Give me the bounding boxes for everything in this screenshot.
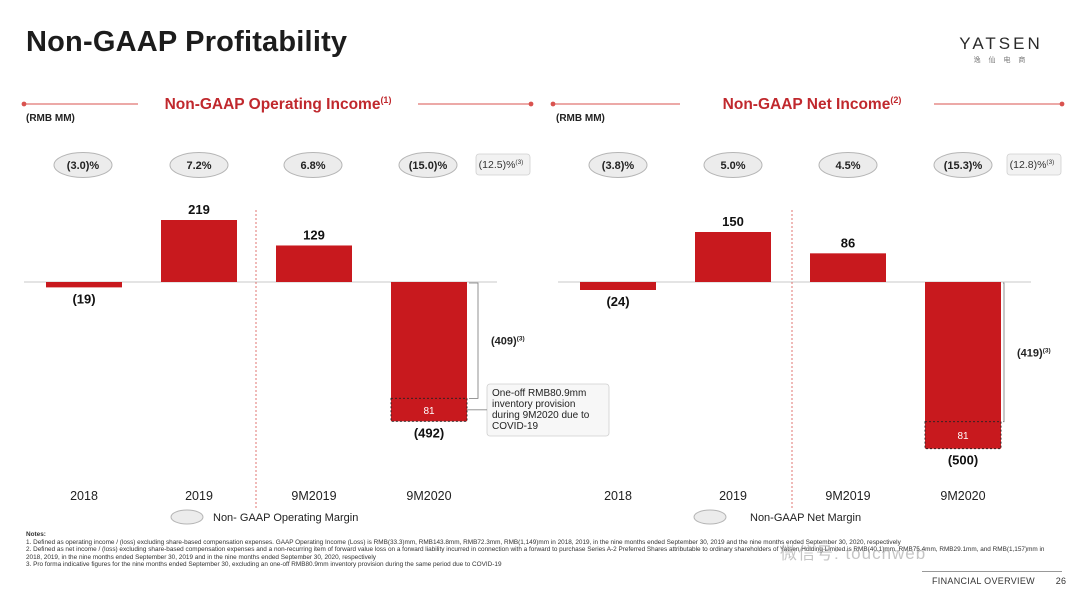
margin-label-2019: 5.0% bbox=[720, 160, 745, 172]
margin-label-9M2019: 4.5% bbox=[835, 160, 860, 172]
value-label-9M2020: (500) bbox=[948, 453, 978, 468]
value-label-2019: 219 bbox=[188, 202, 210, 217]
provision-segment-label: 81 bbox=[423, 406, 435, 417]
pro-forma-margin-net: (12.8)%(3) bbox=[1010, 159, 1055, 171]
pro-forma-bracket-op bbox=[469, 282, 479, 399]
value-label-2019: 150 bbox=[722, 214, 744, 229]
margin-pill bbox=[933, 152, 993, 178]
margin-pill bbox=[588, 152, 648, 178]
margin-label-9M2019: 6.8% bbox=[300, 160, 325, 172]
bar-op-2018 bbox=[46, 282, 122, 288]
unit-label-net: (RMB MM) bbox=[556, 113, 605, 124]
header-rule-dot bbox=[528, 101, 534, 107]
value-label-2018: (19) bbox=[72, 291, 95, 306]
legend-label-net: Non-GAAP Net Margin bbox=[750, 512, 861, 524]
bar-op-9M2019 bbox=[276, 245, 352, 282]
callout-line: One-off RMB80.9mm bbox=[492, 388, 586, 399]
bar-op-9M2020 bbox=[391, 282, 467, 422]
pro-forma-margin-box bbox=[1006, 153, 1062, 176]
value-label-9M2019: 86 bbox=[841, 235, 855, 250]
category-label-2018: 2018 bbox=[70, 489, 98, 503]
header-rule-dot bbox=[1059, 101, 1065, 107]
profitability-charts: Non-GAAP Operating Income(1) (RMB MM) (3.0… bbox=[21, 95, 1065, 525]
value-label-9M2020: (492) bbox=[414, 425, 444, 440]
margin-pill bbox=[818, 152, 878, 178]
margin-pill bbox=[703, 152, 763, 178]
logo-wordmark: YATSEN bbox=[959, 34, 1043, 53]
page-title: Non-GAAP Profitability bbox=[26, 26, 348, 58]
bar-net-9M2019 bbox=[810, 253, 886, 282]
margin-label-2018: (3.0)% bbox=[67, 160, 100, 172]
watermark: 微信号: touchweb bbox=[780, 544, 927, 563]
category-label-2019: 2019 bbox=[719, 489, 747, 503]
company-logo: YATSEN 逸 仙 电 商 bbox=[952, 34, 1050, 65]
notes-heading: Notes: bbox=[26, 531, 46, 538]
note-3: 3. Pro forma indicative figures for the … bbox=[26, 561, 502, 569]
legend-label-op: Non- GAAP Operating Margin bbox=[213, 512, 358, 524]
legend-swatch-net bbox=[693, 509, 727, 525]
margin-label-2018: (3.8)% bbox=[602, 160, 635, 172]
category-label-9M2020: 9M2020 bbox=[406, 489, 451, 503]
note-1: 1. Defined as operating income / (loss) … bbox=[26, 538, 901, 546]
header-rule-dot bbox=[550, 101, 556, 107]
pro-forma-value-op: (409)(3) bbox=[491, 336, 525, 348]
header-rule-dot bbox=[21, 101, 27, 107]
page-number: 26 bbox=[1055, 576, 1067, 586]
bar-net-2018 bbox=[580, 282, 656, 290]
margin-pill bbox=[398, 152, 458, 178]
pro-forma-value-net: (419)(3) bbox=[1017, 347, 1051, 359]
chart-title-net: Non-GAAP Net Income(2) bbox=[723, 95, 902, 113]
value-label-9M2019: 129 bbox=[303, 227, 325, 242]
margin-label-9M2020: (15.3)% bbox=[944, 160, 983, 172]
legend-swatch-op bbox=[170, 509, 204, 525]
category-label-9M2019: 9M2019 bbox=[825, 489, 870, 503]
callout-line: COVID-19 bbox=[492, 421, 539, 432]
provision-segment-net bbox=[924, 421, 1002, 450]
category-label-2019: 2019 bbox=[185, 489, 213, 503]
margin-pill bbox=[169, 152, 229, 178]
provision-segment-label: 81 bbox=[957, 431, 969, 442]
unit-label-op: (RMB MM) bbox=[26, 113, 75, 124]
pro-forma-margin-box bbox=[475, 153, 531, 176]
footer-divider bbox=[922, 571, 1062, 572]
bar-net-9M2020 bbox=[925, 282, 1001, 449]
pro-forma-margin-op: (12.5)%(3) bbox=[479, 159, 524, 171]
pro-forma-bracket-net bbox=[1003, 282, 1005, 423]
margin-pill bbox=[283, 152, 343, 178]
callout-line: inventory provision bbox=[492, 399, 575, 410]
value-label-2018: (24) bbox=[606, 294, 629, 309]
category-label-9M2020: 9M2020 bbox=[940, 489, 985, 503]
provision-segment-op bbox=[390, 397, 468, 422]
logo-subtitle: 逸 仙 电 商 bbox=[973, 57, 1029, 64]
margin-pill bbox=[53, 152, 113, 178]
callout-line: during 9M2020 due to bbox=[492, 410, 590, 421]
category-label-2018: 2018 bbox=[604, 489, 632, 503]
footer-section-label: FINANCIAL OVERVIEW bbox=[932, 576, 1035, 586]
chart-title-op: Non-GAAP Operating Income(1) bbox=[165, 95, 392, 113]
footer: FINANCIAL OVERVIEW 26 bbox=[932, 576, 1066, 586]
margin-label-2019: 7.2% bbox=[186, 160, 211, 172]
footnotes: Notes: 1. Defined as operating income / … bbox=[26, 531, 1046, 569]
margin-label-9M2020: (15.0)% bbox=[409, 160, 448, 172]
note-2: 2. Defined as net income / (loss) exclud… bbox=[26, 546, 1045, 561]
category-label-9M2019: 9M2019 bbox=[291, 489, 336, 503]
bar-net-2019 bbox=[695, 232, 771, 282]
bar-op-2019 bbox=[161, 220, 237, 282]
